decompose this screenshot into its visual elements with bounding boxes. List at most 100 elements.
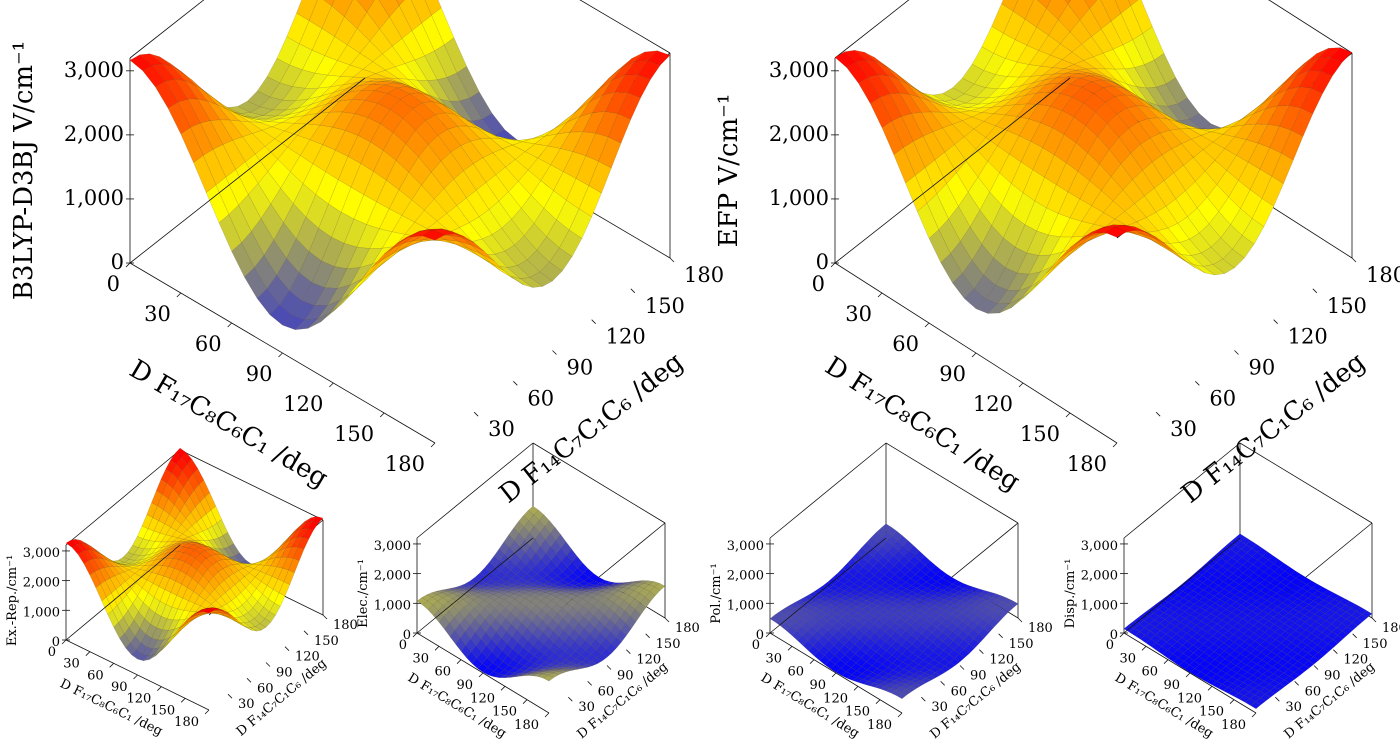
surface-patch — [226, 613, 238, 621]
x-tick-label: 120 — [973, 392, 1013, 416]
x-tick-mark — [853, 686, 859, 691]
y-tick-label: 120 — [606, 325, 646, 349]
surface-patch — [202, 608, 215, 614]
y-tick-label: 30 — [931, 700, 948, 715]
z-tick-label: 3,000 — [769, 58, 829, 82]
surface-patch — [929, 672, 942, 678]
surface-patch — [259, 618, 272, 628]
y-tick-mark — [227, 693, 233, 699]
surface-patch — [944, 662, 956, 670]
axis-box-edge — [834, 0, 910, 59]
surface-patch — [588, 161, 612, 194]
axis-box-edge — [769, 537, 887, 634]
y-tick-mark — [606, 665, 612, 670]
surface-patch — [900, 688, 913, 696]
axis-box-edge — [769, 442, 887, 539]
z-tick-label: 2,000 — [727, 569, 764, 584]
axis-box-edge — [416, 442, 534, 539]
x-tick-label: 60 — [434, 665, 451, 680]
y-tick-label: 60 — [951, 684, 968, 699]
x-tick-label: 150 — [492, 705, 517, 720]
x-tick-mark — [109, 663, 114, 668]
y-tick-mark — [246, 678, 252, 683]
y-tick-mark — [1234, 350, 1239, 355]
y-tick-label: 90 — [276, 666, 293, 681]
surface-patch — [1064, 0, 1071, 5]
surface-patch — [547, 672, 560, 678]
axis-box-edge — [1123, 537, 1241, 634]
x-tick-label: 60 — [195, 332, 222, 356]
y-tick-label: 150 — [656, 637, 681, 652]
y-tick-mark — [513, 381, 518, 386]
y-tick-label: 120 — [989, 653, 1014, 668]
surface-patch — [581, 663, 594, 668]
x-tick-mark — [1207, 686, 1213, 691]
x-tick-mark — [522, 699, 528, 704]
x-tick-label: 120 — [470, 691, 495, 706]
y-tick-mark — [265, 662, 271, 667]
surface-patch — [264, 611, 276, 623]
x-tick-mark — [204, 709, 210, 715]
y-tick-mark — [303, 630, 309, 636]
x-tick-label: 60 — [87, 668, 104, 683]
x-tick-mark — [971, 352, 977, 358]
z-tick-label: 3,000 — [23, 546, 60, 561]
x-tick-mark — [133, 674, 138, 680]
y-tick-mark — [1312, 288, 1318, 294]
y-tick-mark — [284, 646, 290, 651]
x-tick-label: 0 — [752, 638, 760, 653]
surface-patch — [1104, 226, 1128, 238]
y-tick-mark — [473, 411, 479, 417]
surface-patch — [915, 680, 927, 686]
y-tick-mark — [645, 633, 650, 639]
surface-patch — [1114, 225, 1138, 232]
x-tick-mark — [765, 632, 771, 638]
y-tick-label: 180 — [1366, 263, 1400, 287]
y-tick-label: 30 — [488, 417, 515, 441]
surface-patch — [654, 583, 666, 591]
y-tick-mark — [568, 696, 573, 702]
x-axis-label: D F₁₇C₈C₆C₁ /deg — [124, 354, 333, 494]
surface-patch — [896, 691, 908, 699]
x-tick-label: 0 — [1106, 638, 1114, 653]
z-tick-label: 1,000 — [23, 605, 60, 620]
y-tick-mark — [591, 319, 596, 324]
y-tick-label: 150 — [645, 294, 685, 318]
x-tick-label: 0 — [399, 638, 407, 653]
z-axis-label: Ex.-Rep./cm⁻¹ — [5, 555, 20, 646]
z-axis-label: EFP V/cm⁻¹ — [714, 94, 744, 248]
z-tick-label: 2,000 — [64, 122, 124, 146]
y-tick-mark — [1294, 681, 1299, 686]
surface-patch — [1232, 235, 1255, 259]
y-tick-label: 180 — [1382, 621, 1400, 636]
x-tick-mark — [897, 712, 903, 718]
x-tick-mark — [787, 646, 793, 651]
surface-plot-1: 0 1,000 2,000 3,000 0 30 60 90 120 150 180 30 60 90 12… — [9, 0, 724, 509]
surface-patch — [480, 253, 504, 271]
x-tick-label: 180 — [1067, 452, 1107, 476]
x-tick-mark — [924, 322, 930, 328]
surface-patch — [302, 528, 314, 540]
y-tick-label: 60 — [1209, 386, 1236, 410]
surface-patch — [297, 536, 310, 550]
y-tick-mark — [1017, 617, 1023, 623]
y-tick-label: 150 — [314, 634, 339, 649]
x-tick-mark — [1065, 412, 1071, 418]
y-tick-label: 120 — [295, 650, 320, 665]
y-tick-label: 60 — [257, 681, 274, 696]
y-tick-mark — [552, 350, 557, 355]
y-tick-mark — [1352, 633, 1357, 639]
x-tick-label: 90 — [809, 678, 826, 693]
x-tick-label: 60 — [1141, 665, 1158, 680]
y-tick-label: 120 — [636, 653, 661, 668]
surface-patch — [988, 617, 999, 628]
x-tick-mark — [877, 292, 883, 298]
surface-patch — [644, 591, 656, 602]
surface-patch — [954, 653, 966, 662]
y-tick-label: 120 — [1343, 653, 1368, 668]
surface-patch — [568, 208, 592, 239]
y-tick-mark — [1155, 411, 1161, 417]
z-tick-label: 1,000 — [64, 186, 124, 210]
z-tick-label: 0 — [1110, 628, 1118, 643]
x-tick-label: 120 — [283, 392, 323, 416]
